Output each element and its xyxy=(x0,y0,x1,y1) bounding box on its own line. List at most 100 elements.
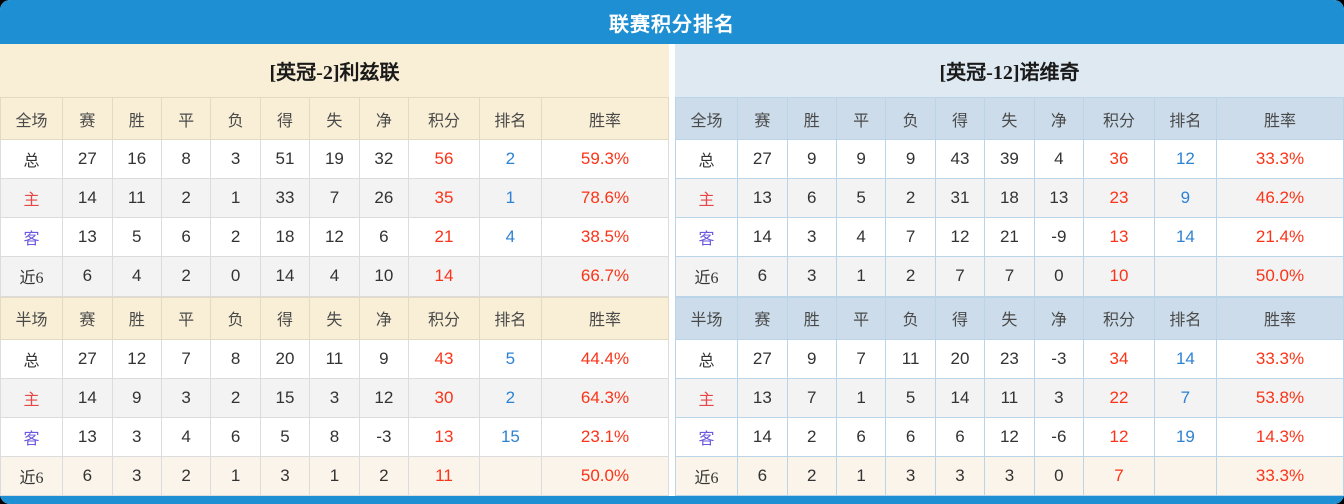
column-header: 负 xyxy=(885,296,936,340)
stat-cell: 32 xyxy=(358,138,410,180)
column-header: 积分 xyxy=(1083,296,1155,340)
stat-cell: 0 xyxy=(1033,256,1085,297)
column-header-row: 全场 赛胜平负得失净积分 排名 胜率 xyxy=(674,97,1344,140)
table-row: 客 13 5 6 2 18 12 6 21 4 38.5% xyxy=(0,217,670,258)
rank-cell: 14 xyxy=(1153,217,1217,258)
points-cell: 43 xyxy=(408,338,480,379)
column-header: 胜率 xyxy=(540,97,670,140)
rank-cell: 1 xyxy=(478,178,542,219)
stat-cell: 33 xyxy=(259,178,311,219)
column-header: 失 xyxy=(984,296,1035,340)
column-header: 排名 xyxy=(1153,296,1217,340)
column-header: 负 xyxy=(885,97,936,140)
rank-cell: 2 xyxy=(478,138,542,180)
table-row: 客 14 2 6 6 6 12 -6 12 19 14.3% xyxy=(674,416,1344,457)
stat-cell: 6 xyxy=(934,416,986,457)
stat-cell: 11 xyxy=(309,338,360,379)
stat-cell: 12 xyxy=(111,338,162,379)
table-row: 主 13 7 1 5 14 11 3 22 7 53.8% xyxy=(674,377,1344,418)
points-cell: 36 xyxy=(1083,138,1155,180)
column-header: 得 xyxy=(934,97,986,140)
scope-label: 全场 xyxy=(674,97,739,140)
stat-cell: 3 xyxy=(934,455,986,497)
points-cell: 35 xyxy=(408,178,480,219)
stat-cell: 6 xyxy=(885,416,936,457)
stat-cell: 3 xyxy=(259,455,311,497)
row-label-recent: 近6 xyxy=(674,256,739,297)
stat-cell: 18 xyxy=(984,178,1035,219)
stat-cell: 19 xyxy=(309,138,360,180)
stat-cell: 6 xyxy=(358,217,410,258)
stat-cell: 4 xyxy=(309,256,360,297)
stat-cell: 0 xyxy=(1033,455,1085,497)
stat-cell: 20 xyxy=(934,338,986,379)
team-header-leeds: [英冠-2]利兹联 xyxy=(0,44,669,97)
column-header: 平 xyxy=(835,296,887,340)
row-label-recent: 近6 xyxy=(674,455,739,497)
stat-cell: 20 xyxy=(259,338,311,379)
stat-cell: 1 xyxy=(210,455,261,497)
rate-cell: 53.8% xyxy=(1215,377,1344,418)
column-header: 失 xyxy=(984,97,1035,140)
rank-cell xyxy=(478,455,542,497)
stat-cell: 13 xyxy=(737,178,788,219)
table-row: 主 14 11 2 1 33 7 26 35 1 78.6% xyxy=(0,178,670,219)
stat-cell: 7 xyxy=(835,338,887,379)
column-header: 得 xyxy=(934,296,986,340)
column-header-row: 全场 赛胜平负得失净积分 排名 胜率 xyxy=(0,97,670,140)
stat-cell: 7 xyxy=(786,377,837,418)
rank-cell: 15 xyxy=(478,416,542,457)
rate-cell: 78.6% xyxy=(540,178,670,219)
column-header: 赛 xyxy=(62,97,113,140)
scope-label: 半场 xyxy=(0,296,64,340)
rate-cell: 50.0% xyxy=(1215,256,1344,297)
rate-cell: 23.1% xyxy=(540,416,670,457)
rate-cell: 33.3% xyxy=(1215,455,1344,497)
team-header-norwich: [英冠-12]诺维奇 xyxy=(675,44,1344,97)
column-header: 净 xyxy=(358,296,410,340)
rate-cell: 59.3% xyxy=(540,138,670,180)
column-header: 胜 xyxy=(111,296,162,340)
stat-cell: 6 xyxy=(210,416,261,457)
table-row: 总 27 9 7 11 20 23 -3 34 14 33.3% xyxy=(674,338,1344,379)
column-header: 平 xyxy=(160,97,212,140)
stat-cell: 8 xyxy=(210,338,261,379)
panel-leeds: [英冠-2]利兹联 全场 赛胜平负得失净积分 排名 胜率 总 27 16 8 3 51 19 32… xyxy=(0,44,670,497)
stat-cell: 14 xyxy=(62,178,113,219)
table-row: 主 14 9 3 2 15 3 12 30 2 64.3% xyxy=(0,377,670,418)
stat-cell: 27 xyxy=(62,138,113,180)
points-cell: 23 xyxy=(1083,178,1155,219)
column-header: 排名 xyxy=(478,97,542,140)
rank-cell: 2 xyxy=(478,377,542,418)
stat-cell: 2 xyxy=(160,455,212,497)
table-row: 总 27 16 8 3 51 19 32 56 2 59.3% xyxy=(0,138,670,180)
stat-cell: 15 xyxy=(259,377,311,418)
stat-cell: 2 xyxy=(885,178,936,219)
stat-cell: 3 xyxy=(309,377,360,418)
table-row: 总 27 12 7 8 20 11 9 43 5 44.4% xyxy=(0,338,670,379)
column-header: 胜率 xyxy=(1215,97,1344,140)
stat-cell: 9 xyxy=(835,138,887,180)
column-header: 负 xyxy=(210,97,261,140)
column-header: 得 xyxy=(259,97,311,140)
column-header: 失 xyxy=(309,97,360,140)
column-header: 平 xyxy=(160,296,212,340)
row-label-recent: 近6 xyxy=(0,455,64,497)
stat-cell: 6 xyxy=(737,455,788,497)
stat-cell: 9 xyxy=(786,338,837,379)
row-label-home: 主 xyxy=(674,178,739,219)
points-cell: 56 xyxy=(408,138,480,180)
points-cell: 10 xyxy=(1083,256,1155,297)
table-row: 近6 6 2 1 3 3 3 0 7 33.3% xyxy=(674,455,1344,497)
column-header-row: 半场 赛胜平负得失净积分 排名 胜率 xyxy=(0,296,670,340)
column-header: 积分 xyxy=(408,296,480,340)
points-cell: 22 xyxy=(1083,377,1155,418)
points-cell: 7 xyxy=(1083,455,1155,497)
column-header: 赛 xyxy=(737,296,788,340)
stat-cell: 6 xyxy=(160,217,212,258)
rank-cell: 12 xyxy=(1153,138,1217,180)
column-header-row: 半场 赛胜平负得失净积分 排名 胜率 xyxy=(674,296,1344,340)
stat-cell: 8 xyxy=(160,138,212,180)
stat-cell: 12 xyxy=(934,217,986,258)
rate-cell: 33.3% xyxy=(1215,338,1344,379)
